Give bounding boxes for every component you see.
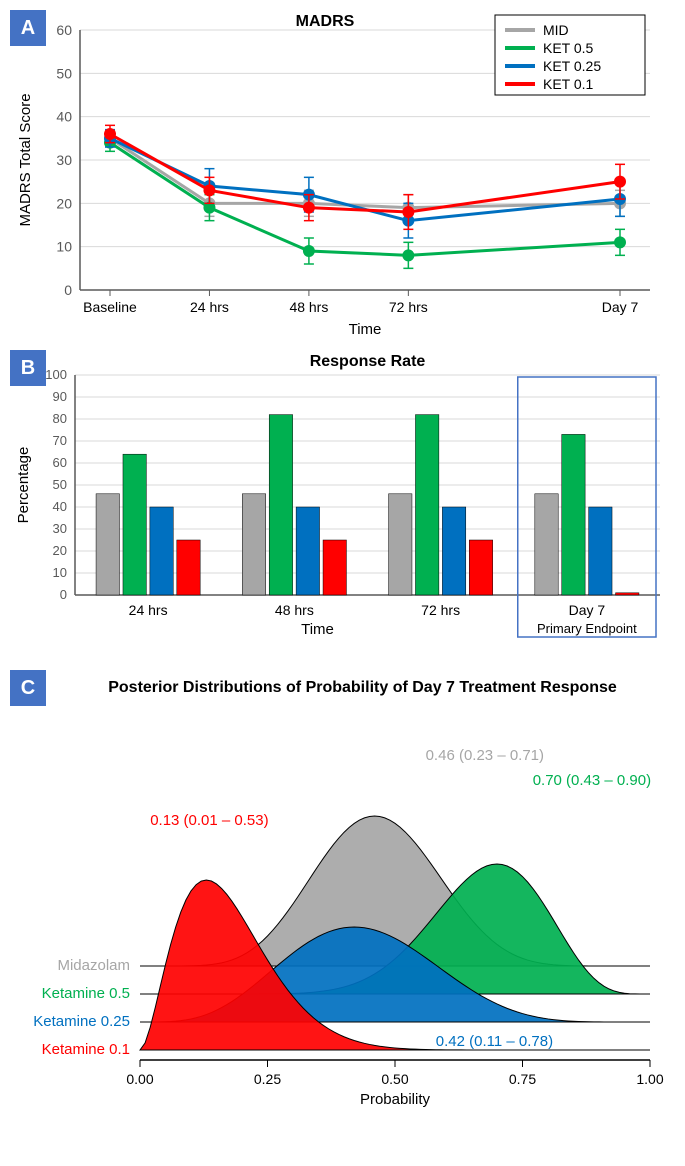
svg-text:0: 0 [60,587,67,602]
svg-text:60: 60 [56,22,72,38]
svg-text:MID: MID [543,22,569,38]
svg-text:Day 7: Day 7 [569,602,606,618]
svg-text:KET 0.5: KET 0.5 [543,40,594,56]
svg-text:0.42 (0.11 – 0.78): 0.42 (0.11 – 0.78) [436,1033,553,1050]
svg-text:30: 30 [56,152,72,168]
svg-text:100: 100 [45,367,67,382]
svg-text:KET 0.25: KET 0.25 [543,58,601,74]
posterior-distributions-chart: Posterior Distributions of Probability o… [10,670,675,1110]
svg-text:10: 10 [56,239,72,255]
svg-text:72 hrs: 72 hrs [421,602,460,618]
svg-text:Ketamine 0.1: Ketamine 0.1 [42,1041,130,1058]
svg-text:0.50: 0.50 [381,1071,408,1087]
panel-a-label: A [10,10,46,46]
panel-a: A 0 10 20 30 40 50 60 Baseline 24 hrs 48 hrs 72 hr… [10,10,675,340]
svg-text:0: 0 [64,282,72,298]
svg-text:Probability: Probability [360,1091,431,1108]
svg-text:Midazolam: Midazolam [57,957,130,974]
svg-text:Time: Time [301,621,334,638]
svg-text:MADRS: MADRS [296,13,355,30]
svg-text:20: 20 [56,195,72,211]
svg-text:10: 10 [53,565,67,580]
svg-text:60: 60 [53,455,67,470]
svg-text:0.70 (0.43 – 0.90): 0.70 (0.43 – 0.90) [533,772,651,789]
svg-text:0.46 (0.23 – 0.71): 0.46 (0.23 – 0.71) [426,747,544,764]
svg-text:0.25: 0.25 [254,1071,281,1087]
panel-c-label: C [10,670,46,706]
svg-text:0.00: 0.00 [126,1071,153,1087]
svg-text:Baseline: Baseline [83,299,137,315]
panel-b-label: B [10,350,46,386]
svg-text:MADRS Total Score: MADRS Total Score [17,93,34,226]
svg-text:Ketamine 0.5: Ketamine 0.5 [42,985,130,1002]
svg-text:50: 50 [53,477,67,492]
svg-text:0.75: 0.75 [509,1071,536,1087]
svg-text:20: 20 [53,543,67,558]
svg-text:48 hrs: 48 hrs [275,602,314,618]
panel-c: C Posterior Distributions of Probability… [10,670,675,1110]
svg-text:Primary Endpoint: Primary Endpoint [537,621,637,636]
svg-text:72 hrs: 72 hrs [389,299,428,315]
panel-b: B 0 10 20 30 40 50 60 70 80 90 100 Response Rate Per… [10,350,675,660]
svg-text:1.00: 1.00 [636,1071,663,1087]
svg-text:30: 30 [53,521,67,536]
svg-text:90: 90 [53,389,67,404]
madrs-line-chart: 0 10 20 30 40 50 60 Baseline 24 hrs 48 hrs 72 hrs D… [10,10,675,340]
svg-text:Percentage: Percentage [15,447,32,524]
svg-text:KET 0.1: KET 0.1 [543,76,594,92]
svg-text:0.13 (0.01 – 0.53): 0.13 (0.01 – 0.53) [150,812,268,829]
svg-text:24 hrs: 24 hrs [190,299,229,315]
svg-text:40: 40 [56,109,72,125]
svg-text:80: 80 [53,411,67,426]
svg-text:Day 7: Day 7 [602,299,639,315]
svg-text:50: 50 [56,65,72,81]
response-rate-bar-chart: 0 10 20 30 40 50 60 70 80 90 100 Response Rate Perce… [10,350,675,660]
svg-text:70: 70 [53,433,67,448]
svg-text:48 hrs: 48 hrs [289,299,328,315]
svg-text:Response Rate: Response Rate [310,353,426,370]
svg-text:Time: Time [349,321,382,338]
svg-text:Posterior Distributions of Pro: Posterior Distributions of Probability o… [108,679,617,696]
svg-text:Ketamine 0.25: Ketamine 0.25 [33,1013,130,1030]
svg-text:24 hrs: 24 hrs [129,602,168,618]
svg-text:40: 40 [53,499,67,514]
